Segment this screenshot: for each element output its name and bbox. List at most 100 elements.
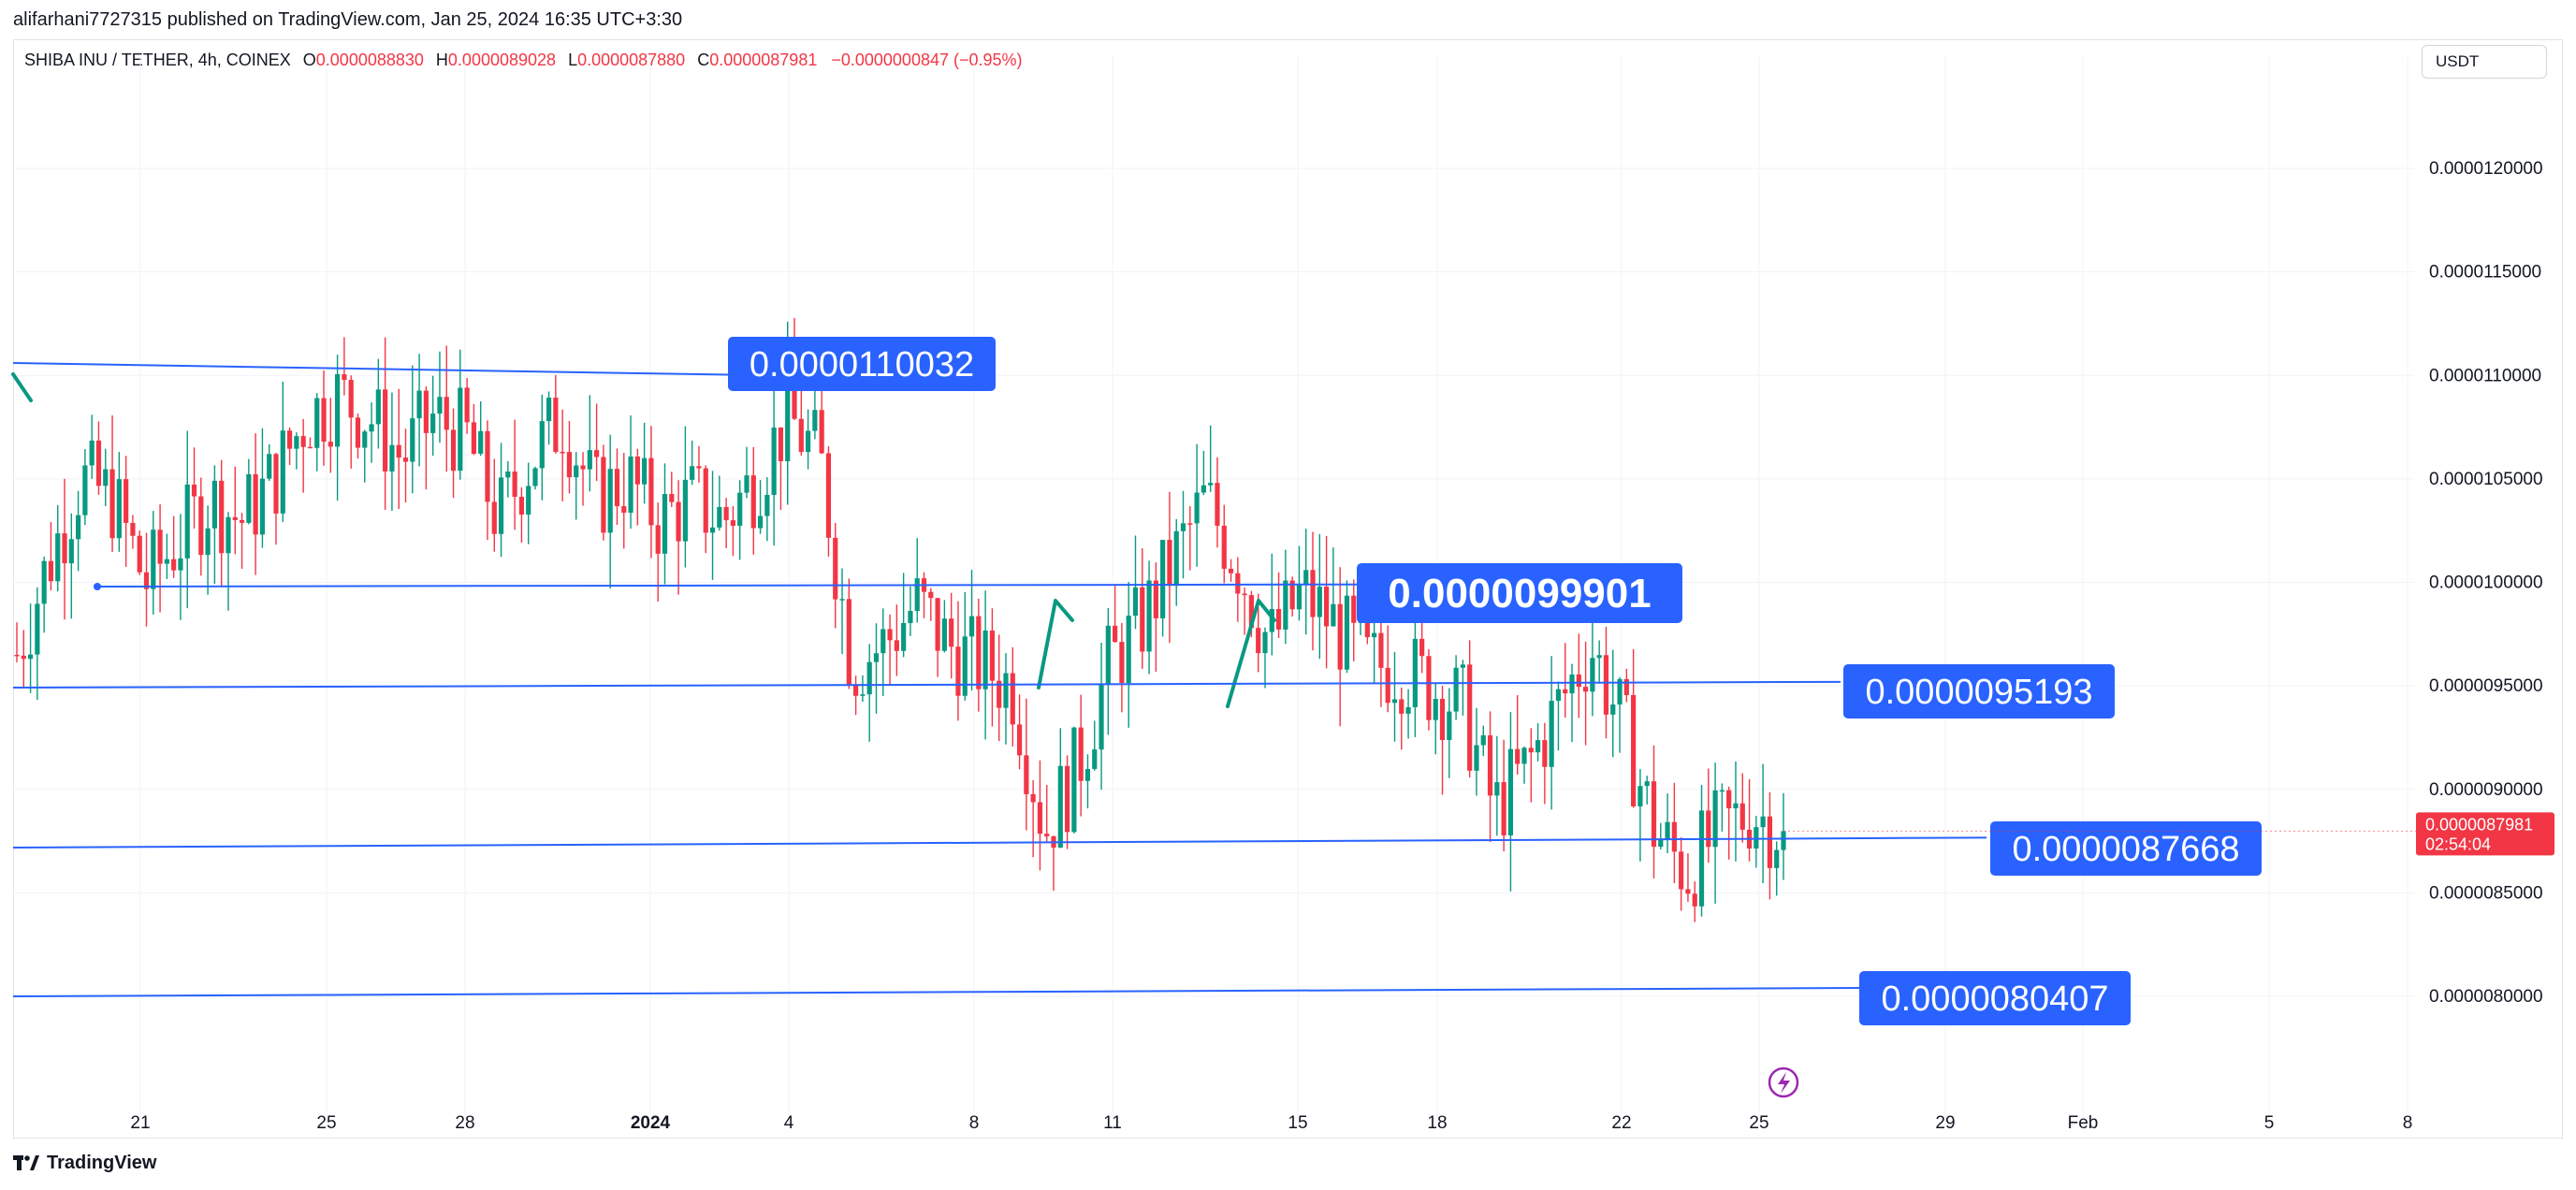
candle-body <box>941 618 947 651</box>
candle-body <box>48 560 54 582</box>
candle-body <box>792 370 797 419</box>
candle-body <box>860 694 866 696</box>
candle-body <box>1092 749 1098 769</box>
time-tick-label: 21 <box>130 1113 150 1133</box>
low-label: L <box>568 51 578 69</box>
level-label-bg <box>1843 664 2115 718</box>
candle-body <box>1310 570 1316 617</box>
candle-body <box>164 559 169 564</box>
candle-body <box>634 456 640 485</box>
candle-body <box>1767 816 1773 868</box>
level-label-bg <box>1357 563 1682 623</box>
level-label: 0.0000110032 <box>750 345 974 385</box>
candle-body <box>1140 587 1145 652</box>
trend-arrow <box>1226 599 1276 708</box>
last-price-label: 0.0000087981 <box>2425 815 2533 834</box>
time-tick-label: 5 <box>2264 1113 2275 1133</box>
candle-body <box>669 494 675 502</box>
candle-body <box>1515 748 1521 764</box>
candle-body <box>894 640 899 651</box>
candle-body <box>594 450 600 457</box>
candle-body <box>642 457 648 485</box>
candle-body <box>1719 790 1725 792</box>
price-axis[interactable]: 0.0000080000 0.0000085000 0.0000090000 0.00… <box>2429 159 2543 1007</box>
candle-body <box>914 578 920 612</box>
candle-body <box>928 591 934 599</box>
candle-body <box>757 515 764 529</box>
candle-body <box>89 440 95 466</box>
candle-body <box>846 599 851 685</box>
candle-body <box>1569 674 1575 694</box>
candle-body <box>1385 667 1390 704</box>
candle-body <box>485 430 490 502</box>
candle-body <box>1474 745 1479 771</box>
candle-body <box>1405 706 1411 714</box>
candle-body <box>286 430 293 449</box>
candle-body <box>785 370 791 461</box>
candle-body <box>989 630 996 681</box>
candle-body <box>1501 782 1506 835</box>
candle-body <box>171 559 177 571</box>
candle-body <box>1706 810 1711 848</box>
candle-body <box>1733 803 1739 809</box>
candle-body <box>335 374 341 447</box>
candle-body <box>226 516 231 554</box>
level-anchor-point <box>94 583 101 590</box>
candle-body <box>1590 658 1595 692</box>
candle-body <box>737 492 743 526</box>
candle-body <box>410 418 415 462</box>
price-tick-label: 0.0000090000 <box>2429 780 2543 800</box>
candle-body <box>1651 781 1657 848</box>
candle-body <box>1447 711 1452 741</box>
trend-arrow <box>1037 599 1074 689</box>
lightning-icon[interactable] <box>1768 1067 1799 1098</box>
candle-body <box>778 427 784 461</box>
candle-body <box>1521 747 1527 764</box>
candle-body <box>1631 694 1637 806</box>
candle-body <box>607 469 613 533</box>
candle-body <box>601 457 606 533</box>
candle-body <box>703 468 708 533</box>
candle-body <box>342 374 347 381</box>
symbol-title[interactable]: SHIBA INU / TETHER, 4h, COINEX <box>24 51 291 69</box>
candle-body <box>1275 608 1282 630</box>
candle-body <box>1194 492 1200 524</box>
candle-body <box>1637 786 1643 806</box>
currency-selector[interactable]: USDT <box>2422 45 2547 79</box>
tradingview-logo[interactable]: TradingView <box>13 1153 156 1174</box>
candle-body <box>1180 523 1186 531</box>
candle-body <box>1126 616 1131 684</box>
candle-body <box>1364 618 1370 638</box>
time-tick-label: 25 <box>1749 1113 1768 1133</box>
candle-body <box>1003 673 1009 708</box>
open-label: O <box>302 51 316 69</box>
level-line <box>12 680 1841 689</box>
time-tick-label: 11 <box>1103 1113 1122 1133</box>
candle-body <box>621 506 627 514</box>
candle-body <box>14 654 20 657</box>
candle-body <box>839 599 845 601</box>
candle-body <box>1754 827 1759 849</box>
time-tick-label: 28 <box>455 1113 474 1133</box>
candle-body <box>1623 678 1629 695</box>
candle-body <box>1010 673 1015 725</box>
candle-body <box>1105 625 1111 684</box>
candle-body <box>833 537 838 600</box>
candle-body <box>1433 699 1438 720</box>
candle-body <box>109 469 115 539</box>
candle-body <box>375 389 381 425</box>
time-axis[interactable]: 21 25 28 2024 4 8 11 15 18 22 25 29 Feb 5 8 <box>130 1113 2412 1133</box>
candle-body <box>819 410 824 454</box>
candle-body <box>348 380 354 418</box>
candle-body <box>887 629 893 641</box>
candle-body <box>1153 580 1158 618</box>
price-tick-label: 0.0000105000 <box>2429 470 2543 489</box>
publisher-line: alifarhani7727315 published on TradingVi… <box>13 9 683 30</box>
candle-body <box>211 480 217 529</box>
candle-body <box>901 622 907 651</box>
level-label-bg <box>1859 971 2131 1025</box>
candle-body <box>730 520 736 526</box>
candle-body <box>246 473 252 523</box>
candle-body <box>1044 834 1050 836</box>
